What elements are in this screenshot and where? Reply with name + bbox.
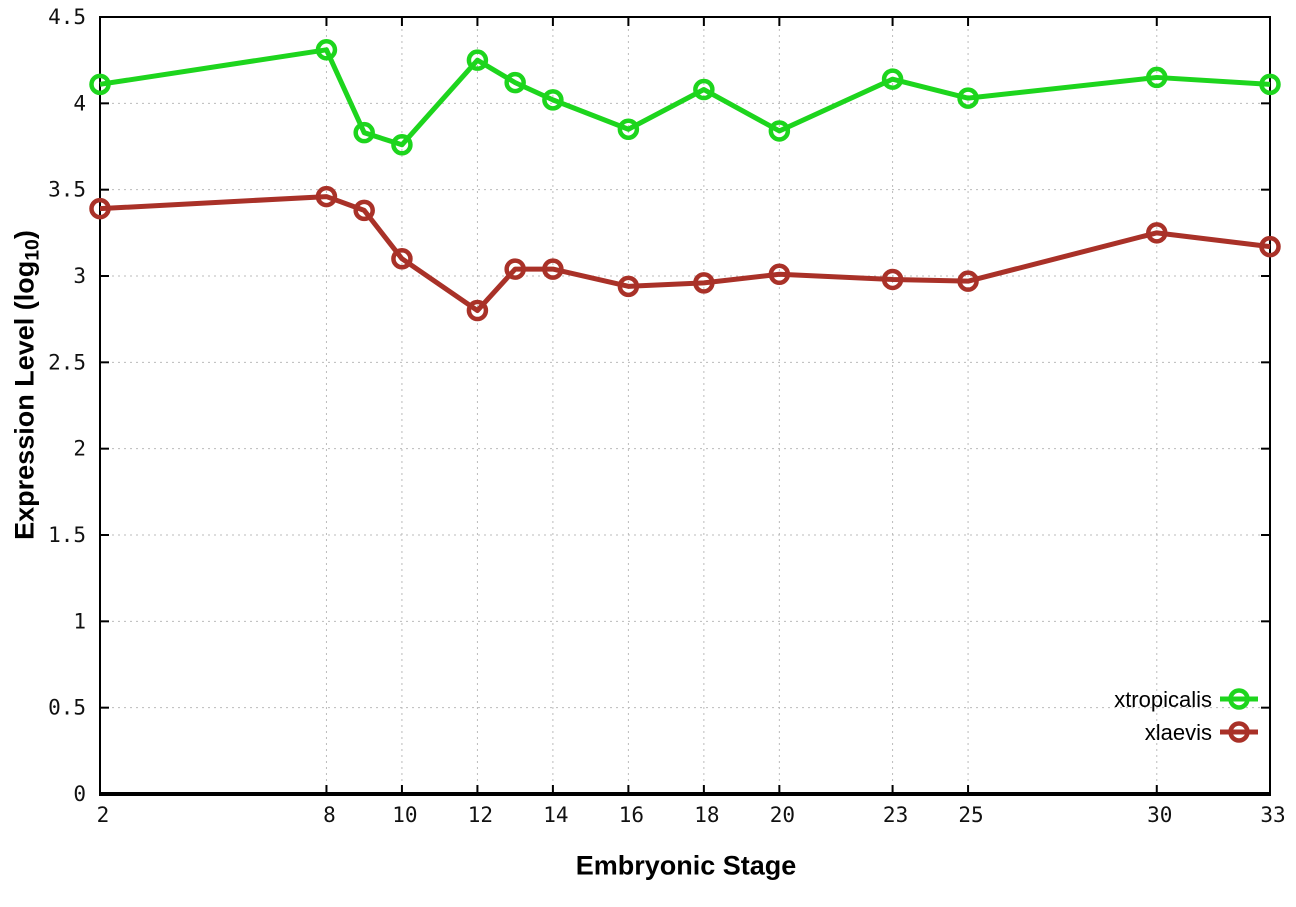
data-point-xtropicalis-25 [957, 87, 979, 109]
legend-sample-marker-xlaevis [1228, 721, 1250, 743]
data-point-xtropicalis-33 [1259, 73, 1281, 96]
legend-label-xlaevis: xlaevis [1145, 720, 1212, 745]
data-point-xlaevis-18 [693, 272, 715, 294]
data-point-xtropicalis-12 [466, 49, 489, 71]
y-tick-label: 0 [73, 782, 86, 806]
data-point-xlaevis-9 [353, 199, 375, 222]
data-point-xlaevis-25 [957, 270, 979, 292]
y-tick-label: 2 [73, 437, 86, 461]
x-tick-label: 23 [883, 803, 908, 827]
y-axis-title: Expression Level (log10) [10, 230, 45, 540]
data-point-xlaevis-20 [768, 263, 791, 286]
y-tick-label: 1.5 [48, 523, 86, 547]
data-point-xtropicalis-2 [89, 73, 111, 96]
x-tick-label: 20 [770, 803, 795, 827]
data-point-xlaevis-10 [391, 247, 413, 270]
data-point-xtropicalis-14 [542, 89, 564, 111]
data-point-xtropicalis-10 [391, 134, 413, 156]
x-tick-label: 33 [1260, 803, 1285, 827]
x-tick-label: 8 [323, 803, 336, 827]
y-tick-label: 3.5 [48, 178, 86, 202]
x-tick-label: 12 [468, 803, 493, 827]
data-point-xlaevis-13 [504, 258, 526, 280]
data-point-xtropicalis-30 [1146, 66, 1168, 89]
x-axis-title: Embryonic Stage [576, 851, 797, 882]
data-point-xlaevis-16 [617, 275, 640, 298]
data-point-xtropicalis-9 [353, 121, 375, 144]
x-tick-label: 16 [619, 803, 644, 827]
data-point-xlaevis-12 [466, 299, 489, 322]
data-point-xtropicalis-8 [315, 39, 338, 61]
data-point-xtropicalis-18 [693, 78, 715, 101]
data-point-xlaevis-2 [89, 197, 111, 220]
y-tick-label: 4 [73, 91, 86, 115]
y-axis-title-subscript: 10 [21, 239, 44, 261]
y-tick-label: 1 [73, 609, 86, 633]
data-point-xlaevis-8 [315, 185, 338, 208]
x-tick-label: 18 [694, 803, 719, 827]
data-point-xtropicalis-23 [881, 68, 904, 90]
data-point-xtropicalis-20 [768, 120, 791, 142]
y-tick-label: 3 [73, 264, 86, 288]
y-tick-label: 0.5 [48, 696, 86, 720]
x-tick-label: 25 [958, 803, 983, 827]
data-point-xlaevis-23 [881, 268, 904, 291]
x-tick-label: 10 [392, 803, 417, 827]
legend-label-xtropicalis: xtropicalis [1114, 687, 1212, 712]
x-axis-title-text: Embryonic Stage [575, 850, 797, 881]
data-point-xlaevis-33 [1259, 235, 1281, 258]
data-point-xtropicalis-13 [504, 71, 526, 94]
x-tick-label: 2 [97, 803, 110, 827]
y-tick-label: 2.5 [48, 350, 86, 374]
x-tick-label: 14 [543, 803, 568, 827]
data-point-xlaevis-14 [542, 258, 564, 280]
data-point-xtropicalis-16 [617, 118, 640, 140]
y-axis-title-text: Expression Level (log [9, 260, 40, 540]
y-axis-title-close: ) [9, 230, 40, 240]
y-tick-label: 4.5 [48, 5, 86, 29]
legend-sample-marker-xtropicalis [1228, 688, 1250, 710]
x-tick-label: 30 [1147, 803, 1172, 827]
data-point-xlaevis-30 [1146, 222, 1168, 244]
